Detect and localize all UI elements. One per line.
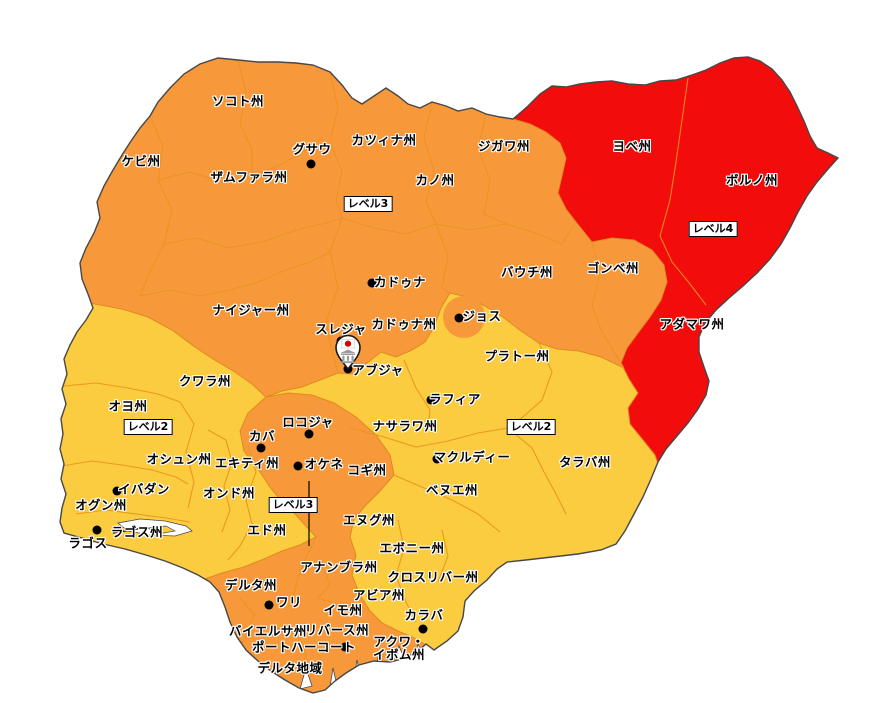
city-label: カバ bbox=[248, 428, 276, 444]
state-label: ボルノ州 bbox=[725, 172, 779, 188]
city-label: ワリ bbox=[275, 594, 303, 610]
city-label: グサウ bbox=[292, 141, 332, 157]
state-label: オンド州 bbox=[202, 485, 256, 501]
city-dot bbox=[304, 429, 314, 439]
state-label: エヌグ州 bbox=[342, 512, 396, 528]
japan-embassy-pin-icon bbox=[333, 334, 363, 372]
city-dot bbox=[454, 313, 464, 323]
state-label: カノ州 bbox=[415, 172, 455, 188]
state-label: ソコト州 bbox=[211, 93, 265, 109]
state-label: オシュン州 bbox=[146, 451, 212, 467]
state-label: プラトー州 bbox=[484, 348, 550, 364]
region-level3-jos-circle bbox=[443, 296, 485, 338]
state-label: ケビ州 bbox=[121, 153, 161, 169]
state-label: カドゥナ州 bbox=[371, 316, 437, 332]
state-label: カツィナ州 bbox=[351, 132, 417, 148]
state-label: ラゴス州 bbox=[110, 524, 164, 540]
country-outline bbox=[59, 56, 840, 694]
state-label: コギ州 bbox=[347, 462, 387, 478]
city-label: ラフィア bbox=[429, 391, 481, 407]
state-label: ゴンベ州 bbox=[586, 260, 640, 276]
city-label: マクルディー bbox=[433, 449, 511, 465]
city-dot bbox=[306, 159, 316, 169]
city-label: ロコジャ bbox=[282, 414, 334, 430]
state-borders bbox=[61, 59, 707, 675]
state-label: ヨベ州 bbox=[612, 138, 652, 154]
city-dot bbox=[367, 278, 377, 288]
state-label: ザムファラ州 bbox=[210, 169, 288, 185]
level-badge: レベル3 bbox=[343, 196, 393, 212]
level-badge: レベル4 bbox=[688, 221, 738, 237]
level-badge: レベル2 bbox=[506, 419, 556, 435]
city-dot bbox=[340, 642, 350, 652]
state-label: アダマワ州 bbox=[659, 316, 725, 332]
state-label: ベヌエ州 bbox=[425, 482, 479, 498]
city-label: ラゴス bbox=[68, 535, 108, 551]
state-label: デルタ地域 bbox=[257, 660, 323, 676]
city-label: ジョス bbox=[462, 308, 502, 324]
state-label: ジガワ州 bbox=[477, 138, 531, 154]
city-dot bbox=[426, 395, 436, 405]
city-label: カドゥナ bbox=[373, 274, 427, 290]
state-label: ナイジャー州 bbox=[212, 302, 290, 318]
state-label: アビア州 bbox=[352, 587, 406, 603]
city-dot bbox=[112, 486, 122, 496]
level-badge: レベル3 bbox=[268, 497, 318, 513]
state-label: エキティ州 bbox=[214, 455, 280, 471]
state-label: リバース州 bbox=[304, 622, 370, 638]
state-label: エボニー州 bbox=[379, 540, 445, 556]
city-label: カラバ bbox=[404, 607, 444, 623]
state-label: イモ州 bbox=[323, 602, 363, 618]
city-dot bbox=[293, 461, 303, 471]
state-label: エド州 bbox=[247, 522, 287, 538]
state-label: バウチ州 bbox=[500, 264, 554, 280]
state-label: タラバ州 bbox=[559, 454, 611, 470]
state-label: デルタ州 bbox=[224, 577, 278, 593]
state-label: オグン州 bbox=[75, 497, 127, 513]
city-dot bbox=[432, 454, 442, 464]
leader-lines bbox=[112, 481, 310, 546]
lagos-island bbox=[146, 525, 177, 535]
city-dot bbox=[264, 600, 274, 610]
state-label: バイエルサ州 bbox=[229, 623, 307, 639]
level-badge: レベル2 bbox=[123, 419, 173, 435]
city-dot bbox=[418, 624, 428, 634]
state-label: アクワ・ イボム州 bbox=[372, 634, 426, 662]
city-dot bbox=[256, 443, 266, 453]
state-label: ナサラワ州 bbox=[372, 418, 438, 434]
state-label: オヨ州 bbox=[108, 398, 148, 414]
state-label: クワラ州 bbox=[178, 373, 232, 389]
city-dot bbox=[92, 525, 102, 535]
city-label: イバダン bbox=[118, 481, 170, 497]
city-label: オケネ bbox=[304, 456, 344, 472]
state-label: クロスリバー州 bbox=[387, 569, 479, 585]
state-label: アナンブラ州 bbox=[300, 559, 378, 575]
